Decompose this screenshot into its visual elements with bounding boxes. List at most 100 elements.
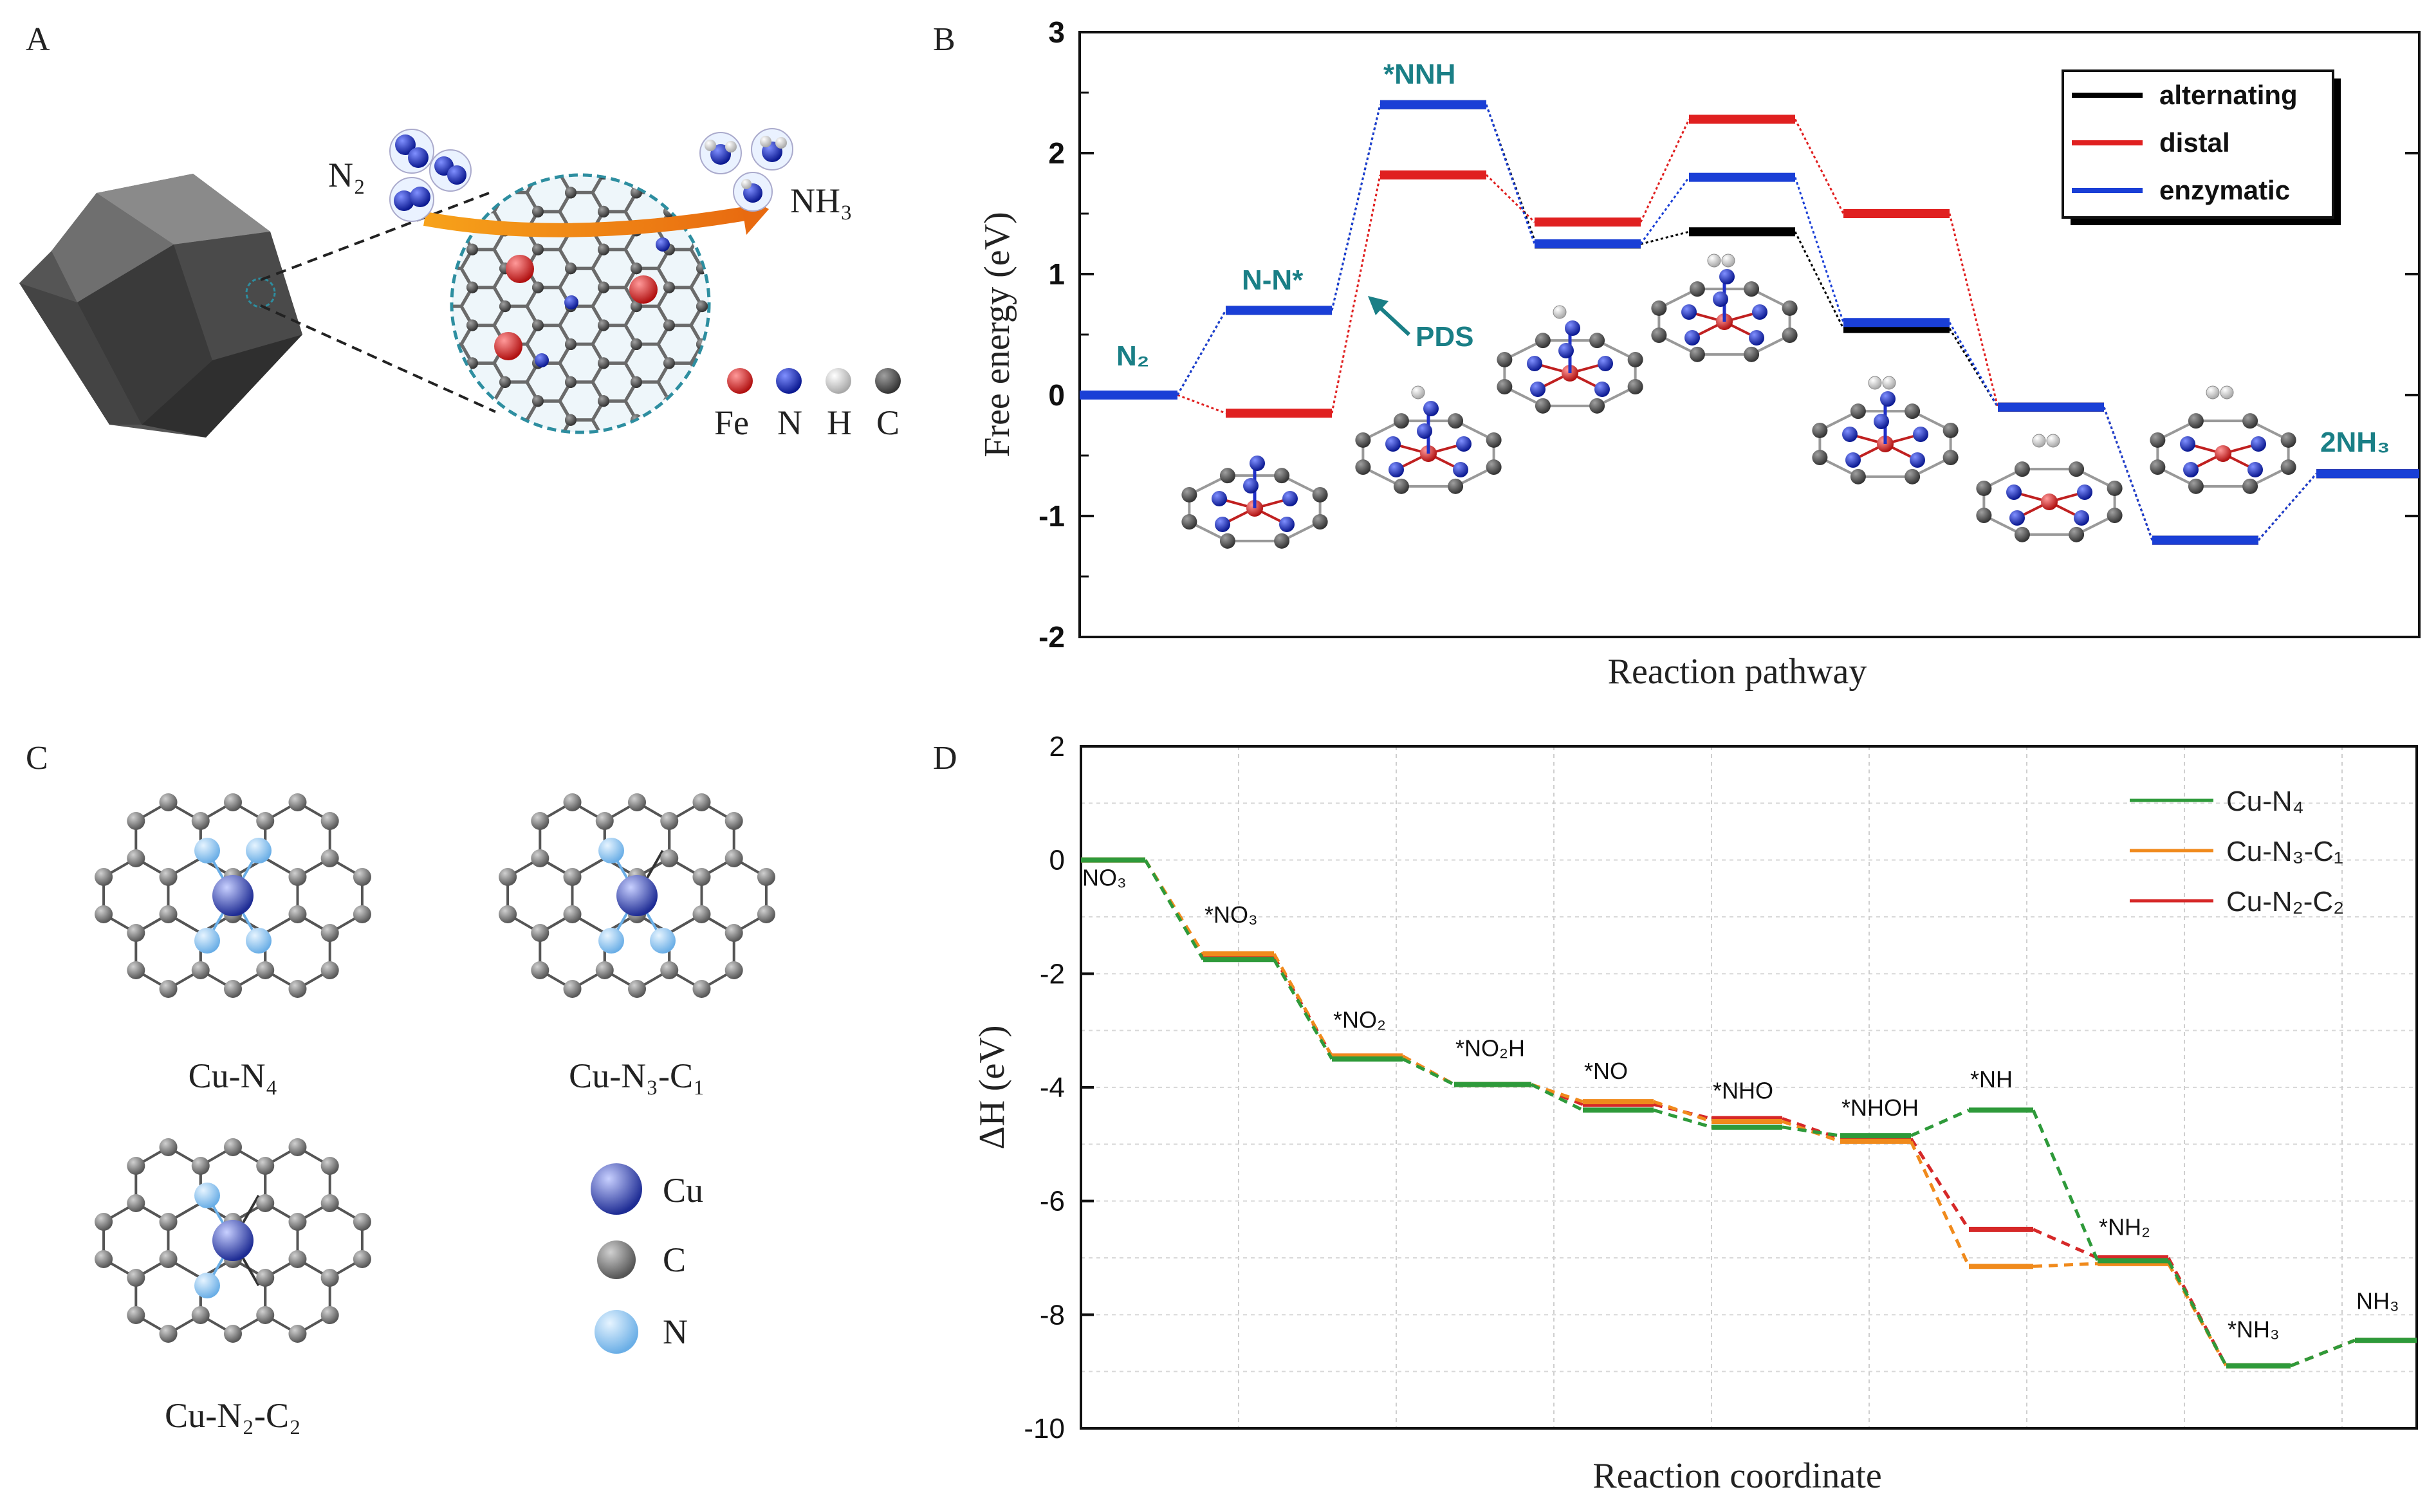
graphene-ring (724, 515, 768, 553)
graphene-ring (593, 667, 636, 705)
carbon-atom (532, 509, 544, 521)
graphene-ring (453, 418, 474, 431)
carbon-atom (598, 471, 609, 483)
legend-cu-atom (591, 1163, 642, 1215)
chart-b-ytick-label: -1 (1038, 499, 1065, 533)
graphene-ring (757, 268, 800, 306)
chart-d-connector-Cu-N₄ (1653, 1108, 1712, 1129)
carbon-atom (729, 320, 741, 331)
carbon-atom (762, 263, 773, 274)
carbon-atom (795, 661, 806, 672)
carbon-atom (434, 528, 445, 540)
carbon-atom (663, 661, 675, 672)
carbon-atom (729, 509, 741, 521)
carbon-atom (532, 395, 544, 407)
carbon-atom (499, 414, 511, 426)
panel-d: D 2 0 -2 -4 -6 -8 -10 ΔH (eV) Reaction coordin… (933, 731, 2418, 1496)
carbon-atom (696, 528, 708, 540)
nitrogen-atom (1389, 462, 1404, 477)
carbon-atom (1448, 413, 1464, 429)
graphene-ring (560, 458, 604, 496)
carbon-atom (434, 376, 445, 388)
carbon-atom (532, 205, 544, 217)
carbon-atom (320, 1194, 339, 1212)
carbon-atom (320, 924, 339, 942)
graphene-ring (558, 418, 605, 431)
carbon-atom (565, 528, 577, 540)
carbon-atom (1274, 468, 1290, 484)
chart-d-connector-Cu-N₃-C₁ (1272, 953, 1334, 1057)
carbon-atom (532, 661, 544, 672)
carbon-atom (320, 1157, 339, 1175)
carbon-atom (729, 623, 741, 634)
carbon-atom (532, 176, 544, 180)
adsorbed-n-atom (1565, 320, 1580, 336)
graphene-ring (527, 515, 571, 553)
carbon-atom (127, 1306, 145, 1324)
chart-d-state-label: NO₃ (1082, 864, 1127, 890)
carbon-atom (729, 585, 741, 596)
carbon-atom (696, 528, 708, 540)
legend-c-atom (875, 368, 901, 394)
chart-b-connector-distal (1485, 174, 1536, 223)
chart-b-ytick-label: -2 (1038, 620, 1065, 654)
carbon-atom (1812, 422, 1828, 438)
nitrogen-atom (2006, 484, 2022, 500)
carbon-atom (729, 547, 741, 558)
carbon-atom (256, 1306, 275, 1324)
chart-b-connector-distal (1948, 213, 1999, 408)
carbon-atom (795, 320, 806, 331)
carbon-atom (224, 1325, 242, 1343)
carbon-atom (353, 905, 371, 923)
carbon-atom (1448, 478, 1464, 494)
carbon-atom (724, 961, 743, 979)
hex-ring (134, 912, 202, 991)
atom-legend-a: Fe N H C (714, 368, 901, 442)
chart-d-y-axis: 2 0 -2 -4 -6 -8 -10 (1024, 731, 1094, 1444)
graphene-ring (429, 496, 472, 534)
carbon-atom (827, 263, 839, 274)
carbon-atom (663, 661, 675, 672)
carbon-atom (531, 961, 549, 979)
hydrogen-atom (1411, 385, 1425, 400)
fe-n4-site-molecule (1812, 376, 1959, 484)
carbon-atom (466, 661, 478, 672)
graphene-ring (656, 399, 704, 431)
legend-n-atom (776, 368, 802, 394)
carbon-atom (127, 961, 145, 979)
carbon-atom (762, 566, 773, 577)
carbon-atom (696, 490, 708, 502)
carbon-atom (532, 319, 544, 331)
carbon-atom (353, 1213, 371, 1231)
graphene-ring (757, 306, 800, 344)
carbon-atom (532, 585, 544, 596)
carbon-atom (466, 509, 478, 521)
carbon-atom (795, 282, 806, 293)
chart-d-state-label: *NO (1584, 1058, 1628, 1084)
carbon-atom (466, 623, 478, 634)
carbon-atom (288, 905, 307, 923)
carbon-atom (434, 452, 445, 464)
graphene-ring (593, 629, 636, 667)
carbon-atom (1589, 398, 1605, 414)
fe-n4-site-molecule (1497, 305, 1643, 414)
chart-d-state-label: *NH (1970, 1066, 2013, 1093)
carbon-atom (1976, 508, 1992, 524)
graphene-ring (461, 667, 505, 705)
carbon-atom (795, 585, 806, 596)
carbon-atom (696, 490, 708, 502)
carbon-atom (434, 490, 445, 502)
carbon-atom (598, 661, 609, 672)
graphene-ring (789, 326, 833, 364)
chart-d-connector-Cu-N₄ (1910, 1109, 1970, 1138)
carbon-atom (598, 433, 609, 445)
carbon-atom (631, 452, 642, 464)
carbon-atom (663, 623, 675, 634)
graphene-ring (757, 571, 800, 609)
carbon-atom (663, 319, 675, 331)
chart-d-connector-Cu-N₄ (2290, 1338, 2356, 1368)
carbon-atom (434, 263, 445, 274)
carbon-atom (466, 547, 478, 558)
carbon-atom (696, 566, 708, 577)
chart-d-connector-Cu-N₄ (1401, 1057, 1455, 1086)
